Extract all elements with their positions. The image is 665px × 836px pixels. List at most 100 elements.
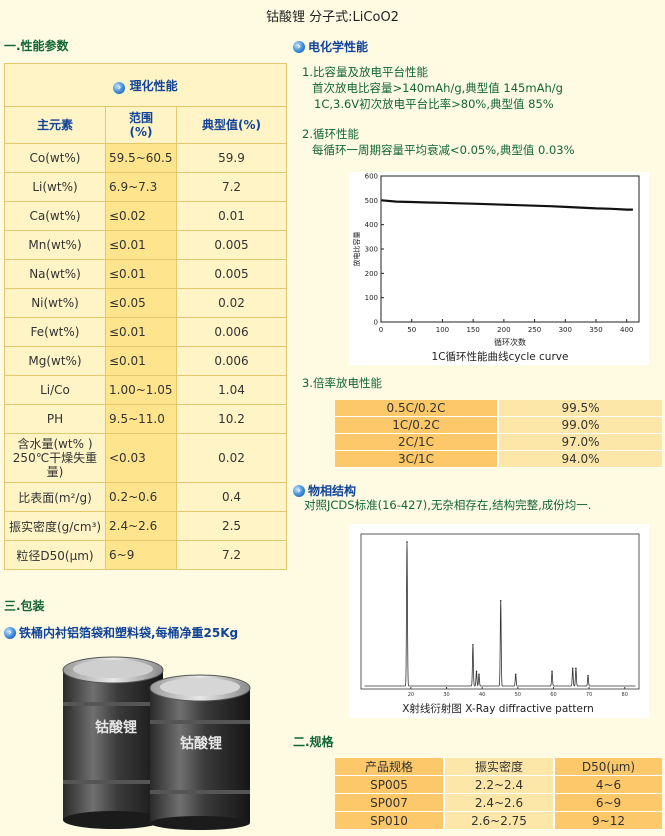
rate-label: 3C/1C — [335, 450, 498, 468]
section-heading-phase: › 物相结构 — [293, 482, 356, 499]
column-header: 产品规格 — [335, 758, 444, 776]
section-heading-performance: 一.性能参数 — [4, 39, 69, 53]
packaging-subheading: › 铁桶内衬铝箔袋和塑料袋,每桶净重25Kg — [4, 624, 238, 641]
cell-element: Li(wt%) — [4, 172, 106, 202]
x-tick-label: 80 — [622, 692, 628, 698]
column-header-range: 范围 (%) — [105, 106, 177, 144]
rate-value: 99.5% — [497, 400, 662, 417]
x-axis-label: 循环次数 — [494, 337, 526, 347]
xrd-caption: X射线衍射图 X-Ray diffractive pattern — [402, 702, 594, 715]
table-header: › 理化性能 — [4, 63, 287, 107]
cell-element: PH — [4, 404, 106, 434]
rate-label: 1C/0.2C — [335, 416, 498, 434]
x-tick-label: 60 — [550, 692, 556, 698]
cell-typical: 0.005 — [176, 230, 287, 260]
cell-typical: 59.9 — [176, 143, 287, 173]
y-tick-label: 0 — [374, 319, 378, 327]
plot-frame — [380, 175, 640, 323]
y-tick-label: 200 — [365, 270, 378, 278]
table-header-row: 产品规格 振实密度 D50(μm) — [335, 758, 662, 776]
column-header-text: 典型值(%) — [202, 118, 261, 132]
xrd-peak-point — [478, 673, 480, 676]
cycle-caption: 1C循环性能曲线cycle curve — [432, 350, 569, 363]
cell-element: 含水量(wt% ) 250℃干燥失重量) — [4, 433, 106, 483]
cell-element: Ca(wt%) — [4, 201, 106, 231]
cell-typical: 0.005 — [176, 259, 287, 289]
table-cell: 2.2~2.4 — [443, 775, 554, 794]
xrd-peak-point — [587, 674, 589, 677]
cell-typical: 0.02 — [176, 288, 287, 318]
x-tick-label: 300 — [559, 326, 572, 334]
y-tick-label: 300 — [365, 246, 378, 254]
drum-back-label: 钴酸锂 — [95, 719, 137, 736]
capacity-section: 1.比容量及放电平台性能 首次放电比容量>140mAh/g,典型值 145mAh… — [302, 65, 563, 111]
xrd-peak-point — [575, 667, 577, 670]
drum-front-label: 钴酸锂 — [180, 735, 222, 752]
table-cell: 4~6 — [553, 775, 662, 794]
table-cell: 2.6~2.75 — [443, 811, 554, 830]
cycle-chart: 0 50 100 150 200 250 300 350 400 0 100 200 300 400 500… — [349, 172, 649, 365]
properties-table: › 理化性能 主元素 范围 (%) 典型值(%) Co(wt%) 59.5~60.5… — [4, 63, 287, 570]
cell-element: 粒径D50(μm) — [4, 540, 106, 570]
xrd-chart: 20 30 40 50 60 70 80 X射线衍射图 X-Ray diffractive p… — [349, 524, 649, 718]
rate-title: 3.倍率放电性能 — [302, 376, 382, 390]
bullet-icon: › — [293, 40, 305, 53]
cell-range: ≤0.01 — [105, 317, 177, 347]
cell-typical: 7.2 — [176, 172, 287, 202]
table-row: SP005 2.2~2.4 4~6 — [335, 775, 662, 794]
cell-range: ≤0.01 — [105, 259, 177, 289]
column-header-text: 主元素 — [36, 118, 73, 132]
cell-range: 2.4~2.6 — [105, 511, 177, 541]
table-cell: 2.4~2.6 — [443, 793, 554, 812]
cell-element: Li/Co — [4, 375, 106, 405]
bullet-icon: › — [4, 626, 16, 639]
xrd-peak-point — [499, 599, 502, 602]
cell-typical: 7.2 — [176, 540, 287, 570]
x-tick-label: 100 — [436, 326, 449, 334]
cell-element: Co(wt%) — [4, 143, 106, 173]
table-row: Ca(wt%) ≤0.02 0.01 — [4, 201, 287, 231]
table-row: 3C/1C 94.0% — [335, 450, 662, 468]
rate-label: 0.5C/0.2C — [335, 400, 498, 417]
cell-typical: 1.04 — [176, 375, 287, 405]
x-tick-label: 40 — [479, 692, 485, 698]
y-tick-label: 400 — [365, 221, 378, 229]
cell-typical: 0.4 — [176, 482, 287, 512]
cycle-section: 2.循环性能 每循环一周期容量平均衰减<0.05%,典型值 0.03% — [302, 127, 575, 157]
table-cell: 6~9 — [553, 793, 662, 812]
table-row: 含水量(wt% ) 250℃干燥失重量) <0.03 0.02 — [4, 433, 287, 483]
table-row: PH 9.5~11.0 10.2 — [4, 404, 287, 434]
cell-range: 0.2~0.6 — [105, 482, 177, 512]
xrd-peak-point — [551, 670, 553, 673]
cell-element: Mn(wt%) — [4, 230, 106, 260]
phase-text: 对照JCDS标准(16-427),无杂相存在,结构完整,成份均一. — [304, 498, 592, 512]
table-row: 1C/0.2C 99.0% — [335, 416, 662, 434]
xrd-chart-svg: 20 30 40 50 60 70 80 X射线衍射图 X-Ray diffractive p… — [360, 533, 640, 715]
column-header-text: 范围 — [128, 111, 153, 125]
cell-range: 6~9 — [105, 540, 177, 570]
table-row: 2C/1C 97.0% — [335, 433, 662, 451]
x-tick-label: 150 — [466, 326, 479, 334]
bullet-icon: › — [113, 81, 126, 94]
xrd-peak-point — [571, 667, 574, 670]
cell-typical: 0.01 — [176, 201, 287, 231]
xrd-peak-point — [406, 541, 408, 543]
xrd-peak-point — [475, 670, 478, 673]
column-header: D50(μm) — [553, 758, 662, 776]
column-header-typical: 典型值(%) — [176, 106, 287, 144]
table-row: SP007 2.4~2.6 6~9 — [335, 793, 662, 812]
cell-element: 振实密度(g/cm³) — [4, 511, 106, 541]
x-tick-label: 250 — [528, 326, 541, 334]
table-row: Li(wt%) 6.9~7.3 7.2 — [4, 172, 287, 202]
table-cell: 9~12 — [553, 811, 662, 830]
x-tick-label: 200 — [497, 326, 510, 334]
table-row: Ni(wt%) ≤0.05 0.02 — [4, 288, 287, 318]
section-heading-electrochem: › 电化学性能 — [293, 38, 368, 55]
rate-value: 94.0% — [497, 450, 662, 468]
table-cell: SP007 — [335, 793, 444, 812]
cell-element: Fe(wt%) — [4, 317, 106, 347]
table-row: 比表面(m²/g) 0.2~0.6 0.4 — [4, 482, 287, 512]
table-row: 振实密度(g/cm³) 2.4~2.6 2.5 — [4, 511, 287, 541]
cell-typical: 0.02 — [176, 433, 287, 483]
column-header-text: (%) — [129, 125, 153, 139]
